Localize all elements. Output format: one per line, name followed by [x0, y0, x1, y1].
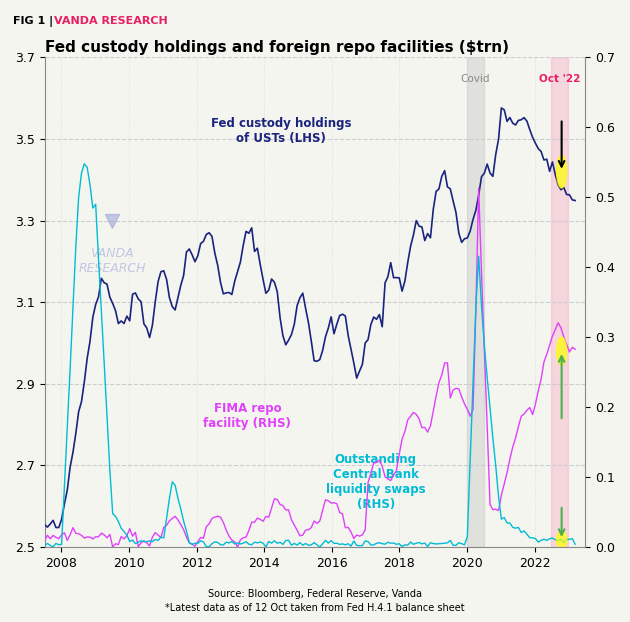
- Bar: [551, 57, 568, 547]
- Text: Fed custody holdings and foreign repo facilities ($trn): Fed custody holdings and foreign repo fa…: [45, 40, 508, 55]
- Text: Outstanding
Central Bank
liquidity swaps
(RHS): Outstanding Central Bank liquidity swaps…: [326, 453, 426, 511]
- Text: VANDA RESEARCH: VANDA RESEARCH: [54, 16, 168, 26]
- Ellipse shape: [556, 337, 567, 365]
- Text: FIMA repo
facility (RHS): FIMA repo facility (RHS): [203, 402, 291, 430]
- Text: Covid: Covid: [461, 74, 490, 84]
- Ellipse shape: [556, 156, 567, 188]
- Text: FIG 1 |: FIG 1 |: [13, 16, 57, 27]
- Text: Oct '22: Oct '22: [539, 74, 581, 84]
- Text: Fed custody holdings
of USTs (LHS): Fed custody holdings of USTs (LHS): [211, 117, 352, 145]
- Bar: [467, 57, 484, 547]
- Text: *Latest data as of 12 Oct taken from Fed H.4.1 balance sheet: *Latest data as of 12 Oct taken from Fed…: [165, 603, 465, 613]
- Text: Source: Bloomberg, Federal Reserve, Vanda: Source: Bloomberg, Federal Reserve, Vand…: [208, 589, 422, 599]
- Text: VANDA
RESEARCH: VANDA RESEARCH: [78, 248, 146, 276]
- Ellipse shape: [556, 531, 567, 549]
